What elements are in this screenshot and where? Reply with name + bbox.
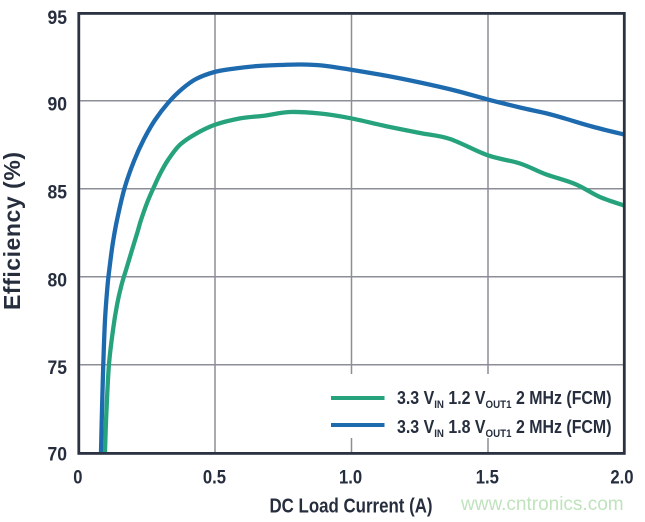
svg-text:75: 75 — [48, 358, 68, 379]
svg-text:3.3 VIN 1.2 VOUT1 2 MHz (FCM): 3.3 VIN 1.2 VOUT1 2 MHz (FCM) — [397, 388, 612, 411]
svg-text:Efficiency (%): Efficiency (%) — [0, 152, 25, 310]
svg-text:70: 70 — [48, 445, 68, 466]
svg-text:3.3 VIN 1.8 VOUT1 2 MHz (FCM): 3.3 VIN 1.8 VOUT1 2 MHz (FCM) — [397, 417, 612, 440]
svg-text:85: 85 — [48, 182, 68, 203]
svg-text:1.5: 1.5 — [476, 468, 500, 489]
svg-text:1.0: 1.0 — [339, 468, 362, 489]
svg-text:DC Load Current (A): DC Load Current (A) — [270, 496, 433, 518]
svg-text:2.0: 2.0 — [610, 468, 633, 489]
svg-text:90: 90 — [48, 94, 68, 115]
svg-text:80: 80 — [48, 270, 68, 291]
svg-text:0.5: 0.5 — [203, 468, 227, 489]
svg-text:95: 95 — [48, 8, 68, 29]
svg-text:0: 0 — [73, 468, 82, 489]
svg-text:www.cntronics.com: www.cntronics.com — [460, 494, 624, 515]
